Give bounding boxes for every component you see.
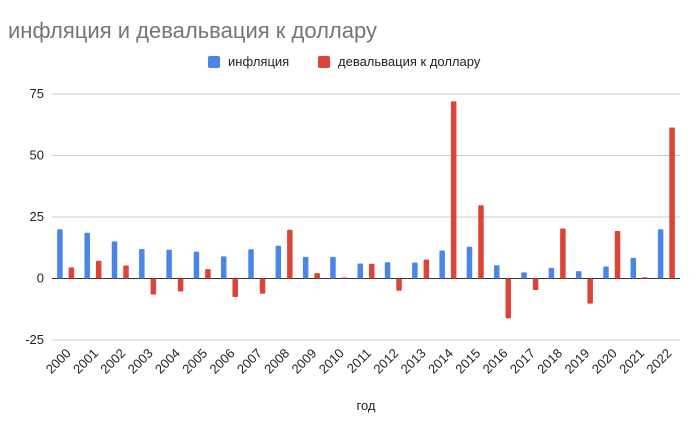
x-tick-label: 2017 [507, 346, 538, 377]
bar-devaluation [369, 263, 375, 279]
bar-inflation [603, 266, 609, 279]
bar-devaluation [396, 278, 402, 291]
y-tick-label: 25 [30, 209, 44, 224]
bar-devaluation [259, 278, 266, 294]
bar-devaluation [314, 273, 320, 279]
x-tick-label: 2007 [234, 346, 265, 377]
x-tick-label: 2015 [452, 346, 483, 377]
bar-inflation [657, 229, 664, 279]
bar-devaluation [177, 278, 184, 292]
x-tick-label: 2013 [398, 346, 429, 377]
bar-inflation [412, 262, 418, 279]
legend-label: девальвация к доллару [338, 54, 481, 69]
x-tick-label: 2008 [261, 346, 292, 377]
bar-devaluation [150, 278, 157, 295]
x-tick-label: 2012 [370, 346, 401, 377]
x-tick-label: 2003 [125, 346, 156, 377]
bar-devaluation [642, 277, 648, 279]
x-tick-label: 2018 [534, 346, 565, 377]
bar-devaluation [232, 278, 238, 297]
x-tick-label: 2004 [152, 346, 183, 377]
y-axis-ticks: -25 0 25 50 75 [25, 86, 44, 347]
bar-inflation [139, 248, 145, 279]
y-tick-label: 75 [30, 86, 44, 101]
bar-inflation [193, 251, 200, 279]
bar-devaluation [450, 101, 457, 279]
bar-devaluation [614, 231, 621, 279]
legend-swatch [208, 56, 220, 68]
bar-inflation [302, 256, 309, 279]
bar-inflation [248, 249, 254, 279]
x-tick-label: 2000 [43, 346, 74, 377]
bar-inflation [439, 250, 445, 279]
bar-inflation [111, 241, 118, 279]
bar-inflation [494, 265, 500, 279]
chart-title: инфляция и девальвация к доллару [8, 18, 377, 43]
bars [57, 101, 675, 319]
x-tick-label: 2005 [179, 346, 210, 377]
x-tick-label: 2010 [316, 346, 347, 377]
legend-label: инфляция [228, 54, 289, 69]
bar-devaluation [287, 229, 293, 279]
x-tick-label: 2014 [425, 346, 456, 377]
x-tick-label: 2011 [344, 346, 374, 376]
bar-devaluation [669, 127, 675, 279]
bar-inflation [548, 267, 555, 279]
bar-devaluation [95, 260, 102, 279]
y-tick-label: 50 [30, 148, 44, 163]
bar-inflation [330, 256, 336, 279]
x-axis-ticks: 2000200120022003200420052006200720082009… [43, 346, 675, 377]
bar-inflation [357, 263, 363, 279]
x-axis-label: год [357, 398, 376, 413]
gridlines [52, 93, 680, 341]
bar-inflation [84, 232, 90, 279]
bar-devaluation [560, 228, 566, 279]
bar-inflation [466, 246, 473, 279]
bar-devaluation [205, 269, 211, 279]
bar-inflation [220, 256, 227, 279]
bar-devaluation [123, 265, 129, 279]
bar-inflation [521, 272, 527, 279]
bar-devaluation [68, 267, 75, 279]
bar-devaluation [587, 278, 593, 304]
bar-inflation [275, 245, 282, 279]
x-tick-label: 2016 [480, 346, 511, 377]
bar-inflation [630, 257, 637, 279]
x-tick-label: 2020 [589, 346, 620, 377]
y-tick-label: -25 [25, 332, 44, 347]
bar-devaluation [341, 277, 348, 279]
x-tick-label: 2021 [616, 346, 647, 377]
x-tick-label: 2002 [97, 346, 128, 377]
bar-devaluation [505, 278, 512, 319]
legend: инфляция девальвация к доллару [208, 54, 481, 69]
x-tick-label: 2001 [70, 346, 101, 377]
x-tick-label: 2006 [207, 346, 238, 377]
bar-inflation [575, 271, 582, 279]
bar-inflation [166, 249, 172, 279]
legend-swatch [318, 56, 330, 68]
bar-devaluation [423, 259, 430, 279]
bar-inflation [57, 229, 63, 279]
bar-inflation [384, 262, 391, 279]
x-tick-label: 2019 [561, 346, 592, 377]
y-tick-label: 0 [37, 271, 44, 286]
x-tick-label: 2009 [288, 346, 319, 377]
bar-devaluation [532, 278, 539, 291]
bar-devaluation [478, 205, 484, 279]
x-tick-label: 2022 [643, 346, 674, 377]
